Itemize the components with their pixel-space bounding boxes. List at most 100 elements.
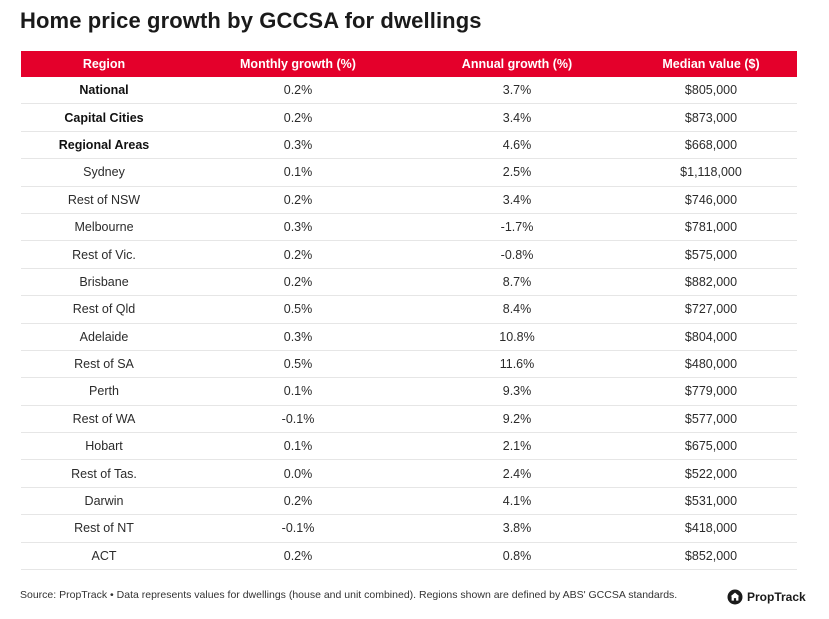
cell-monthly-growth: 0.2% bbox=[187, 542, 409, 571]
cell-monthly-growth: 0.1% bbox=[187, 377, 409, 406]
proptrack-logo-icon bbox=[727, 589, 743, 605]
cell-annual-growth: 8.4% bbox=[409, 295, 625, 324]
table-row: Rest of NT -0.1% 3.8% $418,000 bbox=[21, 514, 797, 543]
table-row: Adelaide 0.3% 10.8% $804,000 bbox=[21, 323, 797, 351]
cell-region: Rest of NT bbox=[21, 514, 187, 543]
cell-median-value: $746,000 bbox=[625, 186, 797, 214]
cell-annual-growth: 9.2% bbox=[409, 405, 625, 434]
cell-median-value: $531,000 bbox=[625, 487, 797, 516]
cell-annual-growth: 3.8% bbox=[409, 514, 625, 543]
cell-monthly-growth: 0.5% bbox=[187, 295, 409, 324]
cell-annual-growth: 3.7% bbox=[409, 77, 625, 105]
cell-monthly-growth: 0.1% bbox=[187, 158, 409, 187]
table-row: Rest of Qld 0.5% 8.4% $727,000 bbox=[21, 295, 797, 324]
column-header-region: Region bbox=[21, 51, 187, 77]
cell-region: Rest of Tas. bbox=[21, 459, 187, 488]
table-row: Sydney 0.1% 2.5% $1,118,000 bbox=[21, 158, 797, 187]
table-row: Melbourne 0.3% -1.7% $781,000 bbox=[21, 213, 797, 242]
cell-monthly-growth: 0.2% bbox=[187, 240, 409, 269]
cell-median-value: $675,000 bbox=[625, 432, 797, 461]
cell-monthly-growth: -0.1% bbox=[187, 514, 409, 543]
cell-region: Sydney bbox=[21, 158, 187, 187]
table-row: Regional Areas 0.3% 4.6% $668,000 bbox=[21, 131, 797, 160]
table-row: Rest of Tas. 0.0% 2.4% $522,000 bbox=[21, 459, 797, 488]
cell-annual-growth: 8.7% bbox=[409, 268, 625, 297]
table-row: Hobart 0.1% 2.1% $675,000 bbox=[21, 432, 797, 461]
page-title: Home price growth by GCCSA for dwellings bbox=[20, 8, 482, 33]
cell-median-value: $522,000 bbox=[625, 459, 797, 488]
cell-annual-growth: 3.4% bbox=[409, 186, 625, 214]
cell-monthly-growth: 0.2% bbox=[187, 487, 409, 516]
cell-monthly-growth: 0.0% bbox=[187, 459, 409, 488]
cell-annual-growth: 0.8% bbox=[409, 542, 625, 571]
cell-median-value: $1,118,000 bbox=[625, 158, 797, 187]
cell-region: Hobart bbox=[21, 432, 187, 461]
source-note: Source: PropTrack • Data represents valu… bbox=[20, 589, 678, 601]
cell-annual-growth: 4.6% bbox=[409, 131, 625, 160]
table-row: Rest of WA -0.1% 9.2% $577,000 bbox=[21, 405, 797, 434]
cell-annual-growth: 2.1% bbox=[409, 432, 625, 461]
cell-region: Regional Areas bbox=[21, 131, 187, 160]
cell-region: Adelaide bbox=[21, 323, 187, 351]
cell-region: ACT bbox=[21, 542, 187, 571]
table-row: Rest of NSW 0.2% 3.4% $746,000 bbox=[21, 186, 797, 214]
cell-region: Rest of NSW bbox=[21, 186, 187, 214]
cell-monthly-growth: 0.5% bbox=[187, 350, 409, 379]
table-row: ACT 0.2% 0.8% $852,000 bbox=[21, 542, 797, 571]
column-header-annual-growth: Annual growth (%) bbox=[409, 51, 625, 77]
table-row: National 0.2% 3.7% $805,000 bbox=[21, 77, 797, 105]
cell-annual-growth: 3.4% bbox=[409, 103, 625, 132]
column-header-monthly-growth: Monthly growth (%) bbox=[187, 51, 409, 77]
cell-annual-growth: 10.8% bbox=[409, 323, 625, 351]
cell-annual-growth: 11.6% bbox=[409, 350, 625, 379]
cell-region: Perth bbox=[21, 377, 187, 406]
cell-monthly-growth: 0.2% bbox=[187, 77, 409, 105]
table-row: Capital Cities 0.2% 3.4% $873,000 bbox=[21, 103, 797, 132]
cell-monthly-growth: 0.3% bbox=[187, 131, 409, 160]
cell-annual-growth: -1.7% bbox=[409, 213, 625, 242]
cell-annual-growth: 2.5% bbox=[409, 158, 625, 187]
cell-median-value: $668,000 bbox=[625, 131, 797, 160]
cell-region: Rest of WA bbox=[21, 405, 187, 434]
cell-annual-growth: 2.4% bbox=[409, 459, 625, 488]
cell-median-value: $727,000 bbox=[625, 295, 797, 324]
cell-region: Rest of Qld bbox=[21, 295, 187, 324]
growth-table: Region Monthly growth (%) Annual growth … bbox=[21, 51, 797, 571]
table-row: Brisbane 0.2% 8.7% $882,000 bbox=[21, 268, 797, 297]
cell-median-value: $418,000 bbox=[625, 514, 797, 543]
table-body: National 0.2% 3.7% $805,000 Capital Cities 0.… bbox=[21, 77, 797, 571]
proptrack-logo-text: PropTrack bbox=[747, 590, 806, 604]
cell-region: Melbourne bbox=[21, 213, 187, 242]
cell-region: Brisbane bbox=[21, 268, 187, 297]
column-header-median-value: Median value ($) bbox=[625, 51, 797, 77]
cell-monthly-growth: 0.2% bbox=[187, 186, 409, 214]
cell-region: Rest of Vic. bbox=[21, 240, 187, 269]
cell-median-value: $873,000 bbox=[625, 103, 797, 132]
cell-region: National bbox=[21, 77, 187, 105]
cell-monthly-growth: 0.3% bbox=[187, 323, 409, 351]
proptrack-logo: PropTrack bbox=[727, 589, 806, 605]
cell-monthly-growth: -0.1% bbox=[187, 405, 409, 434]
cell-median-value: $804,000 bbox=[625, 323, 797, 351]
cell-median-value: $575,000 bbox=[625, 240, 797, 269]
table-row: Darwin 0.2% 4.1% $531,000 bbox=[21, 487, 797, 516]
cell-region: Darwin bbox=[21, 487, 187, 516]
cell-median-value: $779,000 bbox=[625, 377, 797, 406]
cell-annual-growth: 9.3% bbox=[409, 377, 625, 406]
cell-region: Rest of SA bbox=[21, 350, 187, 379]
table-row: Rest of Vic. 0.2% -0.8% $575,000 bbox=[21, 240, 797, 269]
cell-annual-growth: 4.1% bbox=[409, 487, 625, 516]
cell-median-value: $781,000 bbox=[625, 213, 797, 242]
cell-monthly-growth: 0.1% bbox=[187, 432, 409, 461]
cell-annual-growth: -0.8% bbox=[409, 240, 625, 269]
cell-median-value: $577,000 bbox=[625, 405, 797, 434]
table-row: Rest of SA 0.5% 11.6% $480,000 bbox=[21, 350, 797, 379]
table-row: Perth 0.1% 9.3% $779,000 bbox=[21, 377, 797, 406]
cell-monthly-growth: 0.3% bbox=[187, 213, 409, 242]
cell-median-value: $805,000 bbox=[625, 77, 797, 105]
table-header-row: Region Monthly growth (%) Annual growth … bbox=[21, 51, 797, 77]
cell-median-value: $480,000 bbox=[625, 350, 797, 379]
cell-monthly-growth: 0.2% bbox=[187, 103, 409, 132]
cell-median-value: $882,000 bbox=[625, 268, 797, 297]
cell-region: Capital Cities bbox=[21, 103, 187, 132]
